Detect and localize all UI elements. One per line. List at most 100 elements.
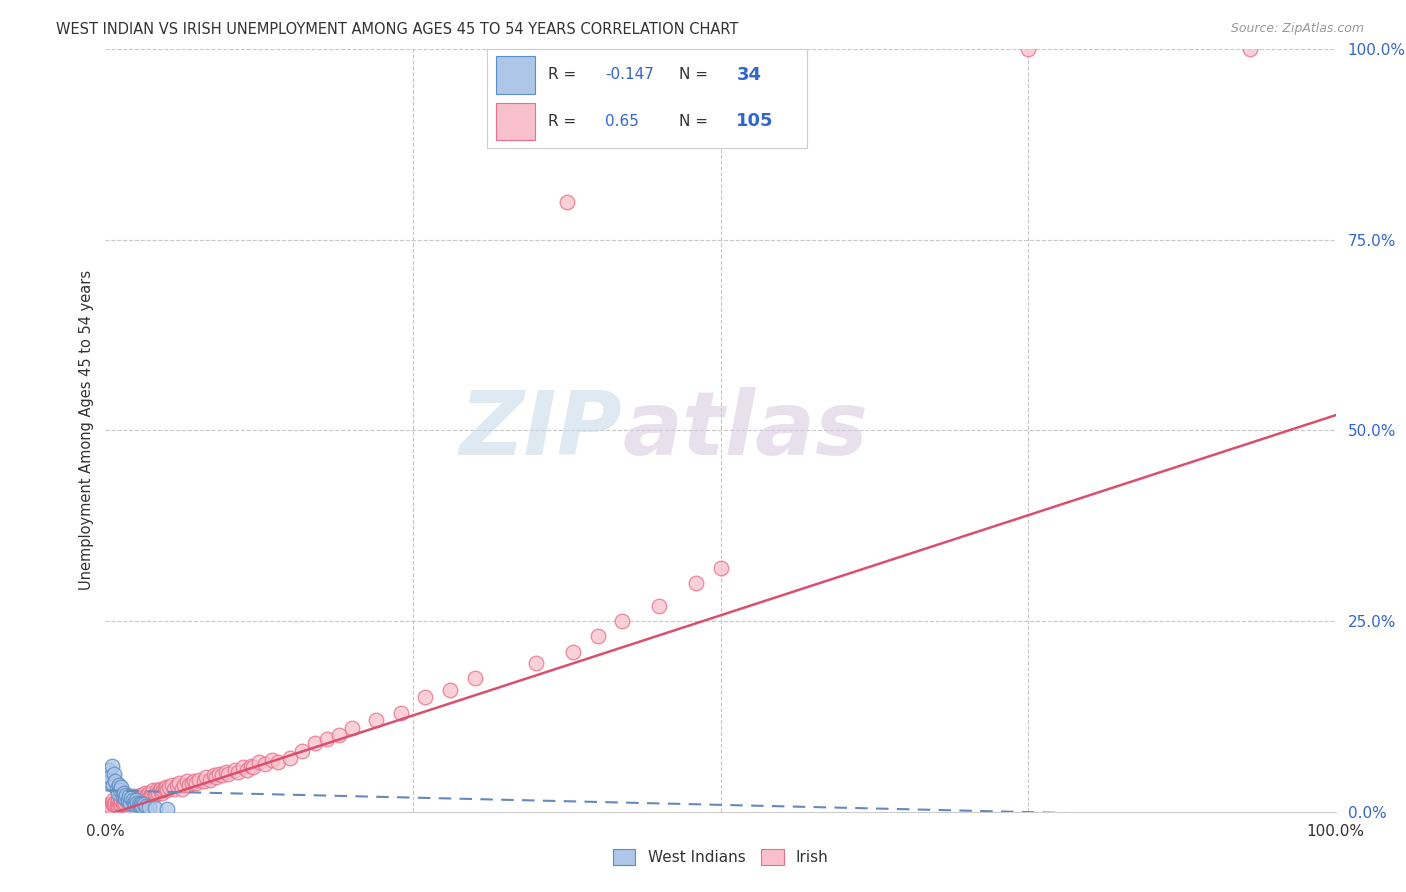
Point (120, 796, 141, 810)
Point (110, 780, 132, 795)
Point (118, 793, 141, 807)
Point (110, 783, 132, 797)
Point (267, 755, 290, 769)
Point (176, 774, 198, 789)
Point (193, 774, 215, 789)
Point (98, 797, 121, 811)
Point (120, 797, 141, 811)
Point (111, 796, 134, 810)
Point (129, 798, 152, 813)
Point (101, 793, 124, 807)
Point (159, 780, 180, 795)
Point (150, 786, 173, 800)
Point (138, 800, 160, 814)
Point (254, 757, 277, 772)
Point (131, 798, 153, 813)
Point (132, 797, 155, 811)
Point (97, 801, 120, 815)
Point (98, 771, 122, 785)
Point (340, 721, 363, 735)
Point (142, 783, 165, 797)
Point (685, 576, 707, 591)
Point (188, 772, 211, 787)
Point (114, 796, 136, 810)
Point (128, 791, 150, 805)
Point (166, 778, 188, 792)
Point (413, 690, 436, 705)
Point (149, 781, 172, 796)
Point (146, 783, 169, 797)
Point (132, 789, 155, 804)
Legend: West Indians, Irish: West Indians, Irish (605, 841, 837, 872)
Y-axis label: Unemployment Among Ages 45 to 54 years: Unemployment Among Ages 45 to 54 years (79, 270, 94, 591)
Point (108, 797, 131, 811)
Point (117, 793, 139, 807)
Point (610, 614, 633, 628)
Point (149, 783, 172, 797)
Point (128, 797, 150, 811)
Point (127, 793, 149, 807)
Point (101, 778, 124, 792)
Text: Source: ZipAtlas.com: Source: ZipAtlas.com (1230, 22, 1364, 36)
Point (111, 789, 134, 804)
Point (138, 789, 162, 804)
Point (169, 776, 191, 790)
Point (389, 706, 412, 720)
Point (110, 796, 132, 810)
Point (202, 768, 225, 782)
Point (135, 789, 157, 804)
Point (208, 766, 231, 780)
Point (125, 793, 148, 807)
Point (115, 793, 138, 807)
Point (138, 786, 160, 800)
Point (129, 789, 152, 804)
Point (562, 644, 585, 658)
Point (366, 713, 388, 727)
Point (143, 801, 166, 815)
Point (120, 793, 142, 807)
Point (114, 791, 136, 805)
Point (117, 789, 139, 804)
Point (110, 793, 132, 807)
Point (100, 796, 122, 810)
Point (129, 788, 152, 802)
Point (131, 791, 153, 805)
Point (127, 796, 149, 810)
Point (183, 774, 205, 789)
Point (103, 766, 125, 780)
Point (439, 682, 461, 697)
Point (198, 772, 221, 787)
Point (101, 797, 124, 811)
Text: ZIP: ZIP (460, 387, 621, 474)
Point (107, 798, 129, 813)
Point (98, 798, 122, 813)
Point (100, 759, 122, 773)
Point (122, 796, 145, 810)
Point (186, 776, 208, 790)
Point (464, 671, 486, 685)
Point (104, 774, 127, 789)
Point (173, 778, 195, 792)
Point (232, 760, 254, 774)
Point (218, 766, 240, 780)
Point (148, 786, 170, 800)
Point (648, 599, 671, 613)
Point (555, 194, 578, 209)
Point (524, 656, 547, 670)
Point (135, 799, 157, 814)
Point (710, 560, 733, 574)
Point (107, 793, 129, 807)
Point (153, 781, 176, 796)
Point (179, 778, 201, 792)
Point (103, 797, 125, 811)
Point (145, 786, 167, 800)
Point (215, 765, 238, 780)
Point (195, 771, 218, 785)
Point (115, 788, 138, 802)
Point (163, 781, 186, 796)
Point (586, 629, 609, 643)
Point (105, 781, 128, 796)
Point (129, 797, 152, 811)
Point (141, 786, 163, 800)
Point (224, 763, 246, 777)
